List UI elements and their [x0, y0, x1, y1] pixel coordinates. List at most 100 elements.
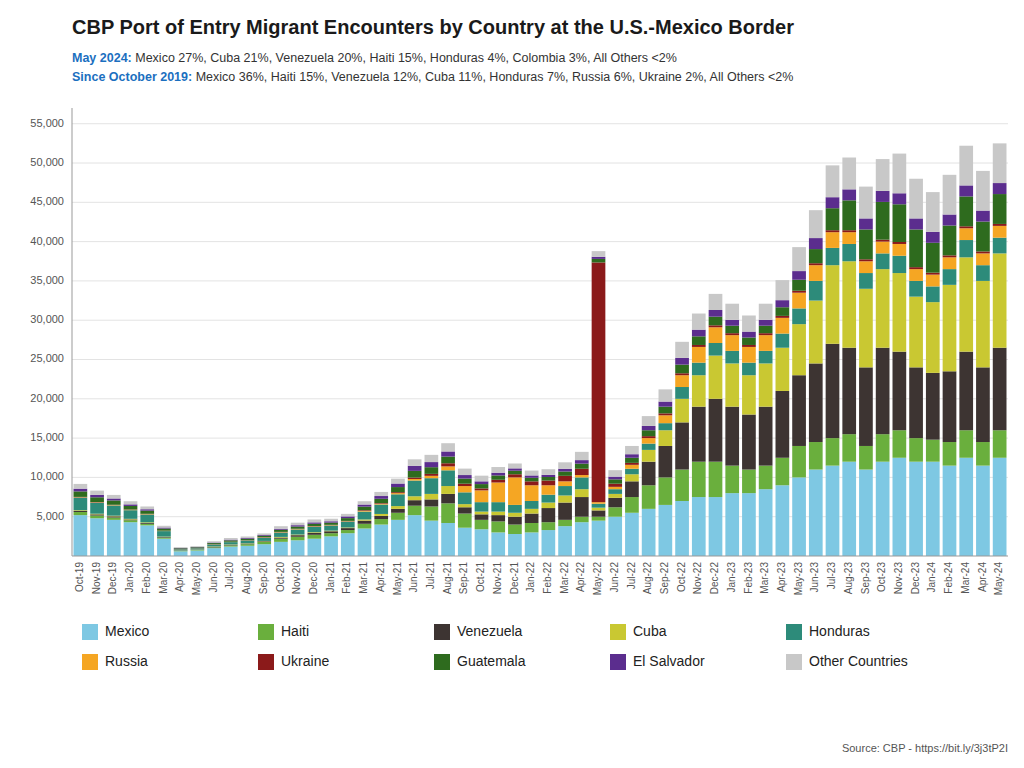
legend-label: El Salvador	[633, 653, 705, 669]
bar	[659, 477, 673, 505]
bar	[893, 244, 907, 256]
bar	[358, 512, 372, 520]
bar	[425, 462, 439, 467]
bar	[374, 499, 388, 503]
x-tick-label: Dec-23	[910, 562, 921, 595]
bar	[625, 465, 639, 469]
bar	[876, 462, 890, 556]
bar	[792, 324, 806, 375]
bar	[909, 367, 923, 438]
bar	[157, 539, 171, 556]
bar	[341, 521, 355, 522]
bar	[659, 430, 673, 446]
bar	[508, 468, 522, 470]
bar	[642, 485, 656, 509]
bar	[475, 514, 489, 520]
bar	[374, 503, 388, 505]
bar	[308, 524, 322, 526]
series	[74, 253, 1007, 550]
bar	[659, 413, 673, 415]
bar	[140, 524, 154, 526]
bar	[692, 314, 706, 330]
bar	[508, 477, 522, 505]
bar	[358, 510, 372, 512]
bar	[659, 407, 673, 414]
bar	[291, 525, 305, 526]
bar	[909, 179, 923, 219]
bar	[592, 521, 606, 556]
bar	[191, 548, 205, 549]
bar	[959, 226, 973, 228]
x-tick-label: Mar-20	[158, 562, 169, 594]
bar	[826, 208, 840, 230]
bar	[792, 280, 806, 291]
bar	[926, 192, 940, 232]
legend-swatch	[258, 654, 274, 670]
bar	[943, 257, 957, 269]
bar	[709, 462, 723, 497]
bar	[659, 389, 673, 401]
bar	[74, 512, 88, 515]
series	[74, 458, 1007, 556]
bar	[408, 471, 422, 478]
x-tick-label: May-20	[191, 562, 202, 596]
bar	[809, 238, 823, 249]
bar	[408, 478, 422, 479]
bar	[391, 484, 405, 488]
legend-swatch	[258, 624, 274, 640]
bar	[107, 498, 121, 500]
bar	[174, 549, 188, 550]
bar	[725, 363, 739, 406]
bar	[408, 500, 422, 506]
bar	[625, 454, 639, 458]
bar	[993, 224, 1007, 226]
bar	[826, 165, 840, 197]
bar	[976, 211, 990, 222]
bar	[508, 505, 522, 513]
bar	[876, 348, 890, 434]
bar	[909, 267, 923, 269]
bar	[642, 450, 656, 462]
bar	[391, 493, 405, 494]
bar	[408, 481, 422, 497]
bar	[441, 463, 455, 466]
bar	[391, 479, 405, 484]
bar	[224, 544, 238, 546]
bar	[140, 514, 154, 515]
bar	[809, 249, 823, 263]
bar	[943, 226, 957, 256]
bar	[525, 485, 539, 501]
bar	[408, 496, 422, 500]
bar	[893, 193, 907, 204]
bar	[274, 526, 288, 529]
bar	[425, 521, 439, 556]
bar	[759, 304, 773, 320]
bar	[308, 535, 322, 539]
x-tick-label: May-23	[793, 562, 804, 596]
source: Source: CBP - https://bit.ly/3j3tP2I	[842, 742, 1008, 754]
bar	[876, 159, 890, 191]
bar	[575, 464, 589, 469]
bar	[207, 542, 221, 544]
bar	[608, 484, 622, 487]
bar	[692, 497, 706, 556]
bar	[876, 434, 890, 462]
bar	[458, 514, 472, 528]
bar	[274, 542, 288, 556]
bar	[792, 446, 806, 477]
bar	[809, 263, 823, 265]
bar	[959, 430, 973, 458]
bar	[759, 407, 773, 466]
bar	[893, 273, 907, 352]
bar	[358, 524, 372, 529]
bar	[157, 526, 171, 528]
x-tick-label: Sep-21	[458, 562, 469, 595]
bar	[491, 512, 505, 516]
bar	[993, 226, 1007, 238]
bar	[592, 262, 606, 502]
bar	[926, 373, 940, 440]
bar	[525, 478, 539, 482]
bar	[842, 189, 856, 200]
chart: CBP Port of Entry Migrant Encounters by …	[0, 0, 1024, 768]
series	[74, 344, 1007, 551]
